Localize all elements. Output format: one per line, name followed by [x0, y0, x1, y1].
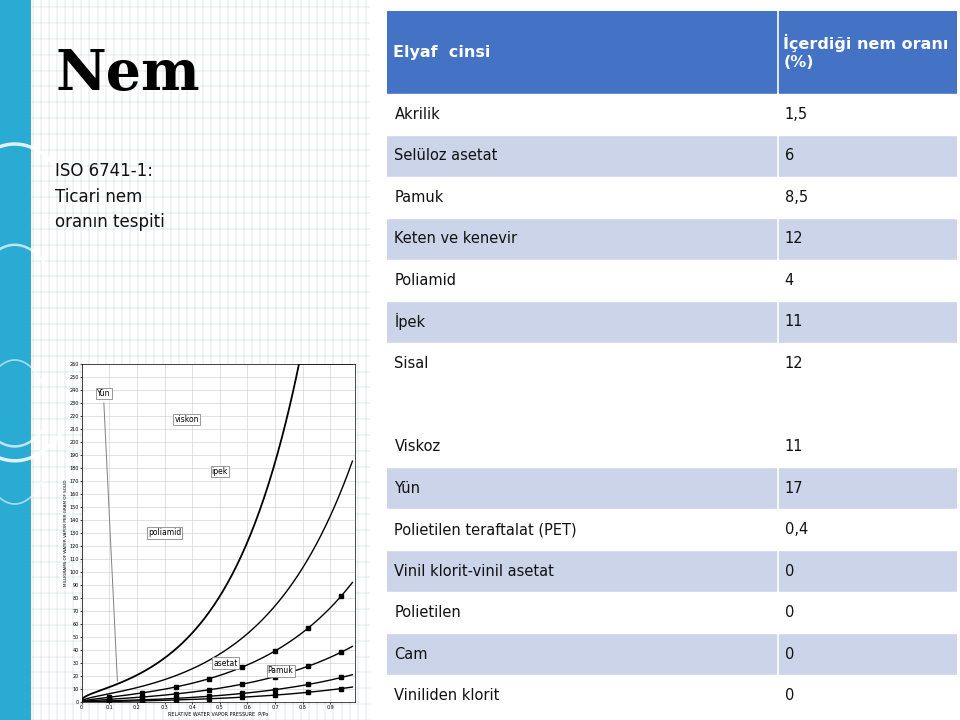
- Bar: [387, 11, 957, 94]
- Text: 12: 12: [784, 356, 804, 371]
- Text: 0: 0: [784, 564, 794, 579]
- Text: 0,4: 0,4: [784, 522, 808, 537]
- Text: Sisal: Sisal: [395, 356, 429, 371]
- Text: Vinil klorit-vinil asetat: Vinil klorit-vinil asetat: [395, 564, 554, 579]
- Bar: [387, 634, 957, 675]
- Text: Yün: Yün: [97, 389, 110, 398]
- Text: 8,5: 8,5: [784, 190, 807, 205]
- Text: İçerdiği nem oranı
(%): İçerdiği nem oranı (%): [783, 34, 948, 71]
- Text: Viskoz: Viskoz: [395, 439, 441, 454]
- Text: viskon: viskon: [175, 415, 199, 424]
- Text: Pamuk: Pamuk: [395, 190, 444, 205]
- X-axis label: RELATIVE WATER VAPOR PRESSURE  P/Po: RELATIVE WATER VAPOR PRESSURE P/Po: [168, 711, 269, 716]
- Text: Nem: Nem: [56, 47, 200, 102]
- Text: Pamuk: Pamuk: [268, 667, 294, 675]
- Text: 12: 12: [784, 231, 804, 246]
- Text: 11: 11: [784, 315, 804, 330]
- Bar: [387, 509, 957, 550]
- Text: Akrilik: Akrilik: [395, 107, 440, 122]
- Text: Yün: Yün: [395, 480, 420, 495]
- Text: Selüloz asetat: Selüloz asetat: [395, 148, 498, 163]
- Text: 0: 0: [784, 688, 794, 703]
- Text: 11: 11: [784, 439, 804, 454]
- Bar: [387, 592, 957, 634]
- Text: Elyaf  cinsi: Elyaf cinsi: [394, 45, 491, 60]
- Text: Keten ve kenevir: Keten ve kenevir: [395, 231, 517, 246]
- Text: asetat: asetat: [213, 659, 237, 667]
- Text: Cam: Cam: [395, 647, 428, 662]
- Bar: [387, 550, 957, 592]
- Bar: [387, 301, 957, 343]
- Text: 17: 17: [784, 480, 804, 495]
- Text: 4: 4: [784, 273, 794, 288]
- Bar: [387, 176, 957, 218]
- Text: Polietilen: Polietilen: [395, 605, 461, 620]
- Text: ISO 6741-1:
Ticari nem
oranın tespiti: ISO 6741-1: Ticari nem oranın tespiti: [56, 162, 165, 231]
- Text: 0: 0: [784, 647, 794, 662]
- Text: Polietilen teraftalat (PET): Polietilen teraftalat (PET): [395, 522, 577, 537]
- Bar: [0, 0, 32, 720]
- Text: poliamid: poliamid: [148, 528, 181, 537]
- Bar: [387, 467, 957, 509]
- Bar: [387, 426, 957, 467]
- Text: Viniliden klorit: Viniliden klorit: [395, 688, 500, 703]
- Bar: [387, 343, 957, 384]
- Text: ipek: ipek: [211, 467, 228, 476]
- Bar: [387, 135, 957, 176]
- Bar: [387, 94, 957, 135]
- Bar: [387, 384, 957, 426]
- Y-axis label: MILLIGRAMS OF WATER VAPOR PER GRAM OF SOLID: MILLIGRAMS OF WATER VAPOR PER GRAM OF SO…: [64, 480, 68, 586]
- Text: 1,5: 1,5: [784, 107, 807, 122]
- Bar: [387, 260, 957, 301]
- Bar: [387, 218, 957, 260]
- Text: Poliamid: Poliamid: [395, 273, 456, 288]
- Text: İpek: İpek: [395, 313, 425, 330]
- Text: 6: 6: [784, 148, 794, 163]
- Bar: [387, 675, 957, 716]
- Text: 0: 0: [784, 605, 794, 620]
